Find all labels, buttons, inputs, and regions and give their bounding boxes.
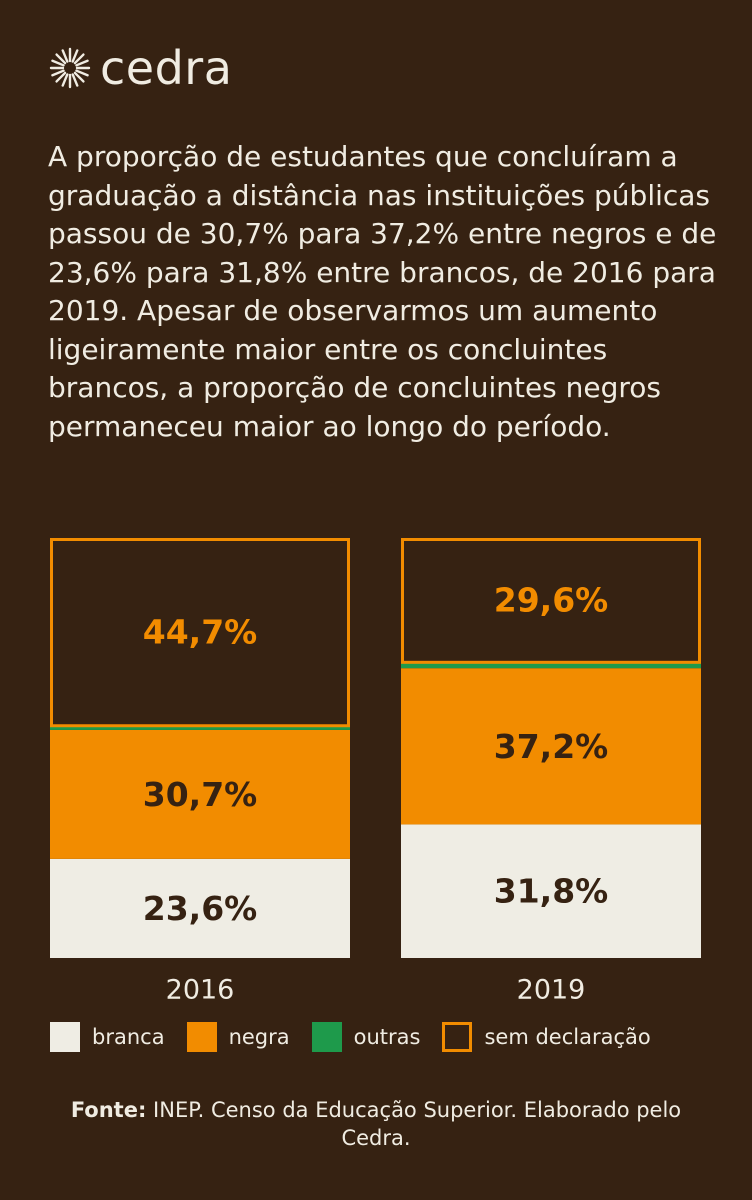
legend-swatch [186, 1022, 217, 1052]
intro-text: A proporção de estudantes que concluíram… [48, 140, 717, 443]
legend-label: branca [92, 1025, 165, 1049]
bar-2016-negra [50, 729, 350, 859]
bar-2016-sem-declaração [50, 538, 350, 728]
stacked-bar-chart: 23,6% 30,7% 44,7% 2016 31,8% 37,2% 29,6% 2019 [50, 538, 701, 1001]
legend-label: negra [228, 1025, 290, 1049]
legend-swatch [442, 1022, 473, 1052]
legend-swatch [311, 1022, 342, 1052]
sun-burst-icon [49, 47, 91, 89]
legend-label: outras [353, 1025, 421, 1049]
data-label-2016-sem-declaração: 44,7% [143, 612, 258, 651]
legend-item-negra: negra [186, 1022, 290, 1052]
data-label-2019-negra: 37,2% [494, 727, 609, 766]
data-label-2019-branca: 31,8% [494, 872, 609, 911]
bar-2019-sem-declaração [401, 538, 701, 664]
bar-2019-negra [401, 668, 701, 825]
legend-item-sem-declaração: sem declaração [442, 1022, 651, 1052]
legend-swatch [50, 1022, 80, 1052]
bar-2019-outras [401, 662, 701, 669]
brand-name: cedra [100, 41, 233, 95]
brand-logo: cedra [48, 38, 232, 98]
legend-item-outras: outras [311, 1022, 421, 1052]
category-label-2019: 2019 [517, 975, 586, 1001]
category-label-2016: 2016 [166, 975, 235, 1001]
legend-label: sem declaração [484, 1025, 651, 1049]
source-label: Fonte: [70, 1098, 147, 1122]
data-label-2016-negra: 30,7% [143, 775, 258, 814]
source-text: INEP. Censo da Educação Superior. Elabor… [146, 1098, 682, 1150]
data-label-2019-sem-declaração: 29,6% [494, 581, 609, 620]
source-note: Fonte: INEP. Censo da Educação Superior.… [40, 1096, 712, 1152]
data-label-2016-branca: 23,6% [143, 889, 258, 928]
legend: branca negra outras sem declaração [50, 1022, 710, 1052]
bar-2016-outras [50, 725, 350, 730]
bar-2019-branca [401, 824, 701, 958]
legend-item-branca: branca [50, 1022, 165, 1052]
bar-2016-branca [50, 858, 350, 958]
